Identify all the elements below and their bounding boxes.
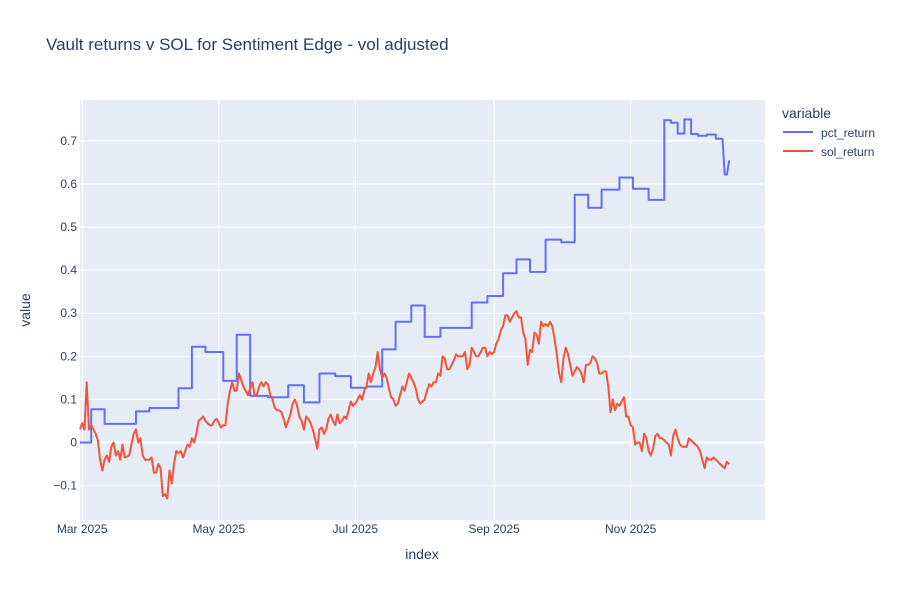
legend: variable pct_return sol_return — [782, 105, 875, 159]
y-tick-label: 0.5 — [60, 220, 77, 234]
y-axis-ticks: −0.1 0 0.1 0.2 0.3 0.4 0.5 0.6 0.7 — [53, 134, 77, 493]
x-tick-label: Nov 2025 — [605, 522, 657, 536]
legend-label-sol-return: sol_return — [821, 145, 874, 159]
x-tick-label: Jul 2025 — [333, 522, 379, 536]
series-line-pct-return[interactable] — [80, 118, 731, 444]
legend-title: variable — [782, 105, 831, 121]
legend-item-pct-return[interactable]: pct_return — [783, 126, 875, 140]
series-line-sol-return[interactable] — [79, 310, 730, 500]
gridlines — [80, 100, 765, 520]
y-tick-label: 0.3 — [60, 306, 77, 320]
y-tick-label: 0 — [70, 435, 77, 449]
x-tick-label: Sep 2025 — [468, 522, 520, 536]
plot-area — [80, 100, 765, 520]
y-tick-label: 0.2 — [60, 349, 77, 363]
x-tick-label: May 2025 — [192, 522, 245, 536]
chart-title: Vault returns v SOL for Sentiment Edge -… — [46, 35, 449, 54]
x-axis-ticks: Mar 2025 May 2025 Jul 2025 Sep 2025 Nov 2025 — [57, 522, 657, 536]
y-tick-label: −0.1 — [53, 479, 77, 493]
y-tick-label: 0.7 — [60, 134, 77, 148]
y-tick-label: 0.4 — [60, 263, 77, 277]
legend-item-sol-return[interactable]: sol_return — [783, 145, 874, 159]
y-tick-label: 0.1 — [60, 392, 77, 406]
x-tick-label: Mar 2025 — [57, 522, 108, 536]
y-axis-label: value — [17, 293, 33, 327]
series-layer — [79, 118, 731, 500]
legend-label-pct-return: pct_return — [821, 126, 875, 140]
y-tick-label: 0.6 — [60, 177, 77, 191]
x-axis-label: index — [405, 546, 438, 562]
